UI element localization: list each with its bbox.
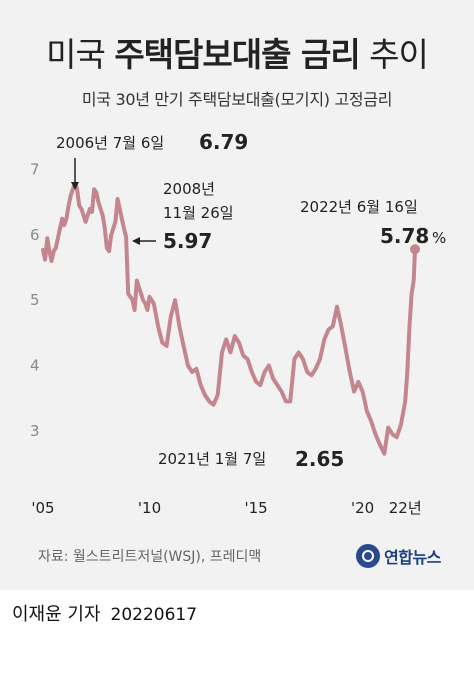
annotation-2021-date: 2021년 1월 7일 (158, 450, 266, 468)
y-axis: 3 4 5 6 7 (30, 161, 40, 440)
chart-card (0, 0, 474, 590)
page-title: 미국 주택담보대출 금리 추이 (0, 28, 474, 76)
annotation-2006-date: 2006년 7월 6일 (56, 134, 164, 152)
x-tick-label-3: '20 (351, 499, 374, 517)
x-axis: '05 '10 '15 '20 22년 (31, 499, 421, 517)
annotation-2022-value: 5.78 (380, 224, 429, 248)
title-part-3: 추이 (359, 35, 429, 74)
source-note: 자료: 월스트리트저널(WSJ), 프레디맥 (38, 549, 262, 565)
credit-date: 20220617 (110, 605, 198, 625)
annotation-2008-value: 5.97 (163, 229, 212, 253)
annotation-2008-arrow-head (132, 237, 140, 245)
rate-series-line (41, 181, 417, 456)
y-tick-label-1: 4 (30, 357, 40, 375)
yonhap-logo: 연합뉴스 (356, 544, 441, 568)
chart-subtitle: 미국 30년 만기 주택담보대출(모기지) 고정금리 (81, 90, 393, 109)
credit-author: 이재윤 기자 (12, 604, 101, 625)
logo-text: 연합뉴스 (384, 548, 441, 567)
y-tick-label-2: 5 (30, 291, 40, 309)
annotation-2008-date: 11월 26일 (163, 204, 234, 222)
x-tick-label-1: '10 (138, 499, 161, 517)
x-tick-label-4: 22년 (389, 499, 422, 517)
annotation-2006-value: 6.79 (199, 130, 248, 154)
annotation-2008-year: 2008년 (163, 180, 215, 198)
y-tick-label-0: 3 (30, 422, 40, 440)
logo-mark-icon (356, 544, 380, 568)
title-part-2: 주택담보대출 금리 (114, 35, 360, 74)
annotation-2022-unit: % (432, 229, 446, 247)
y-tick-label-3: 6 (30, 226, 40, 244)
y-tick-label-4: 7 (30, 161, 40, 179)
x-tick-label-0: '05 (31, 499, 54, 517)
annotation-2022-date: 2022년 6월 16일 (300, 198, 418, 216)
line-chart: 3 4 5 6 7 '05 '10 '15 '20 22년 2006년 7월 6일 6.79 2… (30, 130, 446, 517)
title-part-1: 미국 (46, 35, 115, 74)
credit-line: 이재윤 기자 20220617 (12, 600, 197, 626)
x-tick-label-2: '15 (244, 499, 267, 517)
annotation-2021-value: 2.65 (295, 447, 344, 471)
end-point-marker (410, 244, 421, 255)
annotation-2006-arrow-head (71, 182, 79, 190)
